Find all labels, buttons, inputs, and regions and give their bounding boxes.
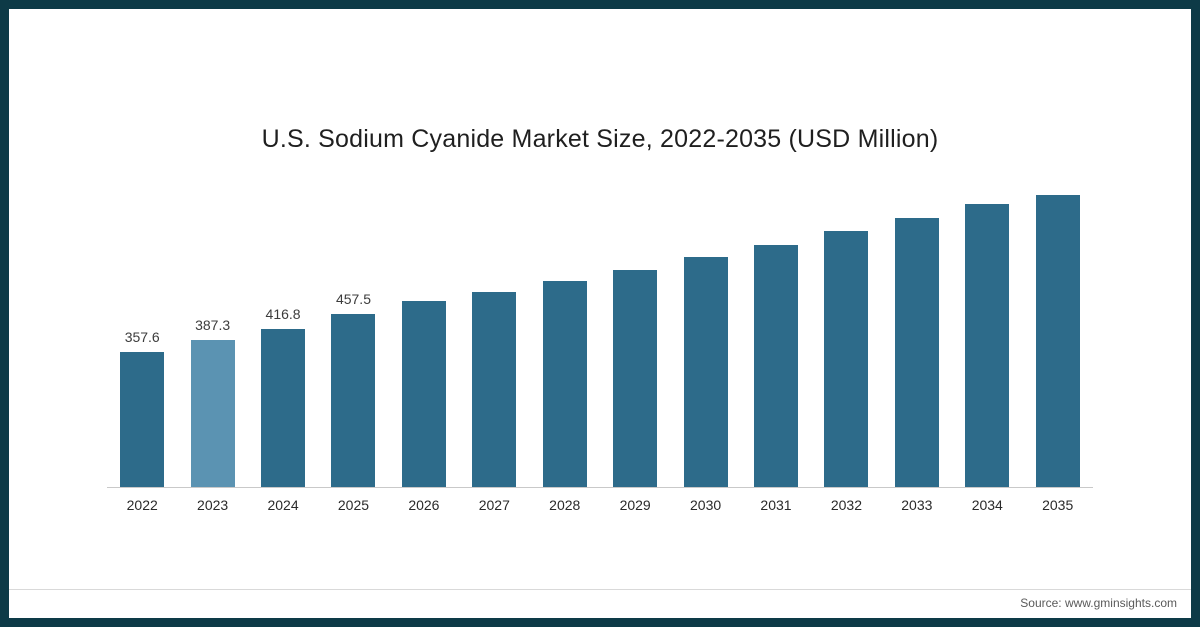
bar [683,257,728,487]
bar-column [741,169,811,487]
bar [613,270,658,487]
bar-column [389,169,459,487]
x-axis-label: 2022 [126,497,158,513]
bar [261,329,306,487]
x-axis-label: 2028 [549,497,581,513]
bar-column [530,169,600,487]
x-axis-label: 2033 [901,497,933,513]
chart-area: 357.6 387.3 416.8 457.5 2022 2023 2024 2025 202… [107,169,1093,513]
x-axis-label: 2032 [830,497,862,513]
x-axis-label: 2030 [690,497,722,513]
x-axis-label: 2035 [1042,497,1074,513]
bar [190,340,235,487]
bar-column [459,169,529,487]
x-axis-label: 2034 [971,497,1003,513]
bar-column [882,169,952,487]
bar-column: 457.5 [318,169,388,487]
bar-column [952,169,1022,487]
bar [472,292,517,487]
footer: Source: www.gminsights.com [9,589,1191,618]
bar [824,231,869,487]
chart-title: U.S. Sodium Cyanide Market Size, 2022-20… [261,125,939,153]
bar [401,301,446,487]
bar-value-label: 457.5 [335,291,371,307]
bar [894,218,939,487]
plot-area: 357.6 387.3 416.8 457.5 [107,169,1093,488]
x-axis-labels: 2022 2023 2024 2025 2026 2027 2028 2029 2030 2031… [107,497,1093,513]
bar-column [670,169,740,487]
bar-column: 357.6 [107,169,177,487]
x-axis-label: 2031 [760,497,792,513]
x-axis-label: 2029 [619,497,651,513]
bar [754,245,798,487]
bar-value-label: 357.6 [124,329,160,345]
x-axis-label: 2026 [408,497,440,513]
x-axis-label: 2025 [337,497,370,513]
x-axis-label: 2027 [478,497,510,513]
bar [1035,195,1080,487]
bar-column: 387.3 [177,169,247,487]
x-axis-label: 2023 [197,497,229,513]
bar [965,204,1010,487]
bar-value-label: 387.3 [195,317,231,333]
bar-value-label: 416.8 [265,306,301,322]
bar-column [1022,169,1092,487]
bar [120,352,165,487]
bar [331,314,376,487]
bar [542,281,587,487]
source-attribution: Source: www.gminsights.com [1020,596,1177,610]
bar-column [600,169,670,487]
bar-column: 416.8 [248,169,318,487]
bar-column [811,169,881,487]
x-axis-label: 2024 [267,497,299,513]
